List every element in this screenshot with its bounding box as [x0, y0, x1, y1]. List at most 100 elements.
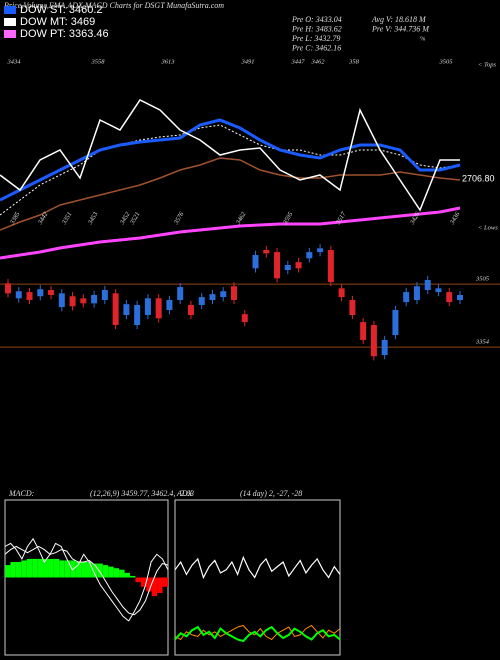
lows-label: < Lows — [478, 224, 498, 231]
candle-body — [349, 300, 356, 315]
candle-body — [284, 265, 291, 270]
histogram-bar — [102, 565, 109, 578]
panel-title: ADX — [176, 489, 194, 498]
panel-frame — [174, 499, 341, 656]
candle-body — [446, 292, 453, 303]
candle-body — [26, 292, 33, 300]
level-label: 3354 — [475, 339, 490, 346]
candle-body — [360, 322, 367, 340]
candle-body — [457, 295, 463, 300]
line-series — [174, 625, 341, 643]
histogram-bar — [26, 558, 33, 578]
candle-body — [187, 305, 194, 315]
candle-body — [263, 250, 270, 254]
candle-body — [327, 250, 334, 283]
candle-body — [123, 304, 130, 315]
line-series — [0, 124, 461, 216]
histogram-bar — [119, 569, 125, 578]
histogram-bar — [151, 577, 158, 597]
candle-body — [413, 286, 420, 300]
histogram-bar — [5, 565, 11, 578]
top-label: 358 — [348, 58, 360, 65]
info-text: Pre O: 3433.04 — [291, 15, 342, 24]
candle-body — [69, 296, 76, 307]
info-text: Pre H: 3483.62 — [291, 24, 342, 33]
candle-body — [370, 325, 377, 357]
legend-swatch — [4, 30, 16, 38]
info-text: Pre L: 3432.79 — [291, 34, 340, 43]
candle-body — [48, 290, 55, 295]
histogram-bar — [59, 560, 65, 578]
low-label: 3521 — [128, 211, 141, 227]
top-label: 3491 — [241, 58, 255, 65]
chart-title: Price,Volume,EMA,ADX,MACD Charts for DSG… — [3, 1, 224, 10]
histogram-bar — [37, 558, 44, 578]
candle-body — [198, 297, 205, 305]
top-label: 3434 — [7, 58, 22, 65]
histogram-bar — [108, 566, 114, 578]
candle-body — [252, 255, 259, 269]
histogram-bar — [21, 560, 27, 578]
candle-body — [209, 294, 216, 300]
candle-body — [166, 300, 173, 310]
histogram-bar — [43, 558, 49, 578]
histogram-bar — [135, 577, 141, 583]
candle-body — [5, 283, 11, 294]
top-label: 3613 — [161, 58, 176, 65]
candle-body — [241, 314, 248, 323]
line-series — [0, 99, 460, 212]
level-label: 3505 — [475, 276, 490, 283]
histogram-bar — [97, 563, 103, 578]
histogram-bar — [86, 562, 92, 578]
panel-subtitle: (12,26,9) 3459.77, 3462.4, -2.63 — [90, 489, 194, 498]
histogram-bar — [32, 558, 38, 578]
histogram-bar — [64, 560, 71, 578]
candle-body — [338, 288, 345, 298]
low-label: 3436 — [448, 210, 461, 226]
histogram-bar — [75, 562, 82, 578]
histogram-bar — [91, 563, 98, 578]
candle-body — [231, 286, 237, 300]
legend-label: DOW PT: 3363.46 — [20, 28, 109, 40]
candle-body — [37, 289, 44, 297]
candle-body — [177, 287, 184, 300]
legend-swatch — [4, 18, 16, 26]
candle-body — [295, 262, 302, 269]
top-label: 3447 — [291, 58, 306, 65]
line-series — [174, 624, 341, 641]
candle-body — [155, 298, 162, 319]
candle-body — [317, 248, 324, 253]
candle-body — [274, 252, 281, 279]
histogram-bar — [81, 562, 87, 578]
info-text: Avg V: 18.618 M — [371, 15, 427, 24]
low-label: 3385 — [8, 210, 21, 226]
level-label: 2706.80 — [462, 173, 495, 183]
legend-label: DOW MT: 3469 — [20, 16, 95, 28]
histogram-bar — [53, 558, 60, 578]
line-series — [0, 206, 461, 260]
candle-body — [381, 340, 388, 355]
histogram-bar — [162, 577, 168, 587]
histogram-bar — [140, 577, 147, 587]
candle-body — [424, 280, 431, 290]
histogram-bar — [146, 577, 152, 592]
candle-body — [101, 290, 108, 300]
low-label: 3452 — [118, 210, 131, 226]
legend-label: DOW ST: 3460.2 — [20, 4, 103, 16]
candle-body — [306, 252, 313, 259]
info-text: % — [420, 35, 426, 42]
candle-body — [58, 293, 65, 308]
low-label: 3351 — [60, 211, 73, 227]
low-label: 3442 — [36, 210, 49, 226]
histogram-bar — [15, 562, 22, 578]
legend-swatch — [4, 6, 16, 14]
histogram-bar — [113, 568, 120, 578]
candle-body — [144, 298, 151, 315]
histogram-bar — [129, 575, 136, 578]
info-text: Pre V: 344.736 M — [371, 24, 430, 33]
low-label: 3517 — [334, 210, 347, 226]
line-series — [0, 157, 461, 231]
candle-body — [112, 293, 119, 325]
